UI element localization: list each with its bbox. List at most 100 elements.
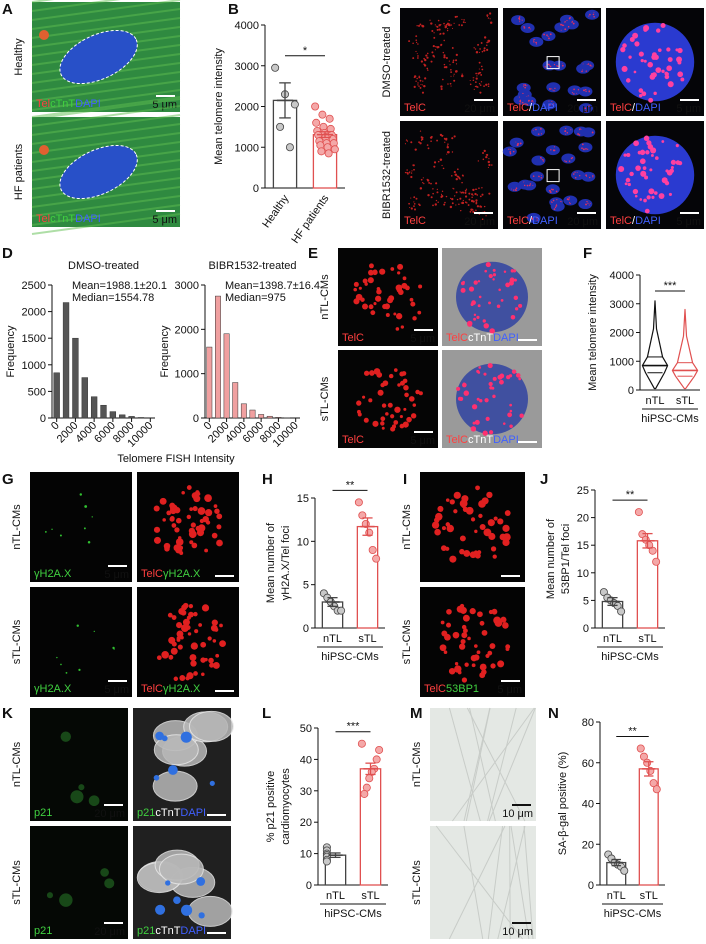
foci (547, 63, 549, 66)
y-tick-label: 0 (303, 623, 309, 635)
data-point (634, 508, 643, 517)
foci (571, 157, 574, 159)
foci (476, 397, 480, 401)
foci (385, 412, 389, 416)
nucleus (561, 153, 576, 164)
foci (209, 662, 215, 668)
group-label: hiPSC-CMs (604, 908, 662, 920)
channel-name: TelC (141, 568, 163, 580)
foci (463, 550, 471, 557)
foci (413, 85, 416, 88)
foci (418, 85, 420, 87)
nucleus (578, 142, 593, 153)
channel-name: cTnT (468, 332, 493, 344)
foci (481, 187, 483, 189)
foci (418, 76, 421, 79)
foci (449, 64, 451, 66)
group-label: hiPSC-CMs (321, 651, 379, 663)
cell (152, 770, 198, 802)
foci (489, 18, 491, 20)
foci (476, 194, 479, 196)
foci (589, 64, 592, 67)
data-point (652, 785, 661, 794)
foci (627, 182, 631, 187)
foci (649, 74, 656, 80)
nucleus (520, 22, 535, 33)
foci (471, 193, 474, 196)
foci (440, 87, 443, 91)
y-axis-label: Frequency (159, 325, 171, 377)
data-point (652, 557, 661, 566)
foci (440, 195, 443, 199)
foci (205, 509, 213, 517)
foci (426, 144, 429, 147)
foci (488, 163, 491, 167)
foci (421, 84, 424, 86)
data-point (322, 857, 331, 866)
foci (450, 75, 452, 77)
foci (488, 381, 493, 387)
y-tick-label: 20 (577, 513, 589, 525)
foci (436, 28, 439, 31)
foci (506, 375, 511, 380)
y-tick-label: 1000 (22, 360, 46, 372)
foci (395, 327, 400, 331)
y-tick-label: 20 (300, 817, 312, 829)
foci (186, 485, 192, 490)
foci (434, 517, 440, 523)
foci (497, 660, 505, 668)
foci (419, 23, 422, 26)
foci (565, 127, 567, 129)
foci (356, 400, 362, 406)
y-tick-label: 2000 (610, 328, 634, 340)
x-tick-label: nTL (603, 633, 622, 645)
foci (445, 195, 448, 198)
foci (426, 52, 429, 55)
foci (473, 47, 475, 49)
nucleus (529, 171, 544, 182)
foci (625, 177, 631, 183)
foci (577, 133, 580, 135)
foci (181, 490, 185, 495)
micrograph-tile (137, 472, 239, 582)
channel-name: cTnT (155, 807, 180, 819)
foci (388, 373, 394, 379)
foci (173, 676, 179, 682)
y-tick-label: 0 (588, 880, 594, 892)
foci (576, 171, 578, 173)
foci (462, 382, 467, 388)
micrograph-tile (30, 587, 132, 697)
data-point (360, 789, 369, 798)
panel-letter: F (583, 245, 592, 262)
foci (441, 526, 446, 531)
foci (387, 402, 393, 408)
foci (93, 630, 95, 633)
foci (532, 184, 534, 186)
histogram-bar (215, 295, 221, 419)
foci (423, 182, 425, 185)
foci (535, 128, 537, 131)
foci (502, 422, 506, 425)
foci (400, 325, 405, 329)
foci (478, 187, 480, 189)
foci (453, 22, 455, 24)
foci (415, 50, 417, 53)
scale-label: 5 μm (410, 333, 435, 345)
foci (418, 284, 423, 289)
y-tick-label: 500 (28, 386, 46, 398)
foci (409, 297, 414, 302)
foci (189, 654, 197, 662)
foci (182, 618, 190, 626)
foci (488, 301, 491, 305)
channel-label: TelC (404, 102, 426, 114)
scale-label: 10 μm (502, 926, 533, 938)
foci (376, 372, 383, 378)
foci (532, 39, 535, 41)
data-point (354, 498, 363, 507)
foci (216, 524, 222, 530)
nucleus (567, 85, 582, 96)
foci (546, 34, 548, 37)
foci (356, 409, 361, 414)
foci (489, 386, 493, 390)
foci (588, 105, 590, 107)
